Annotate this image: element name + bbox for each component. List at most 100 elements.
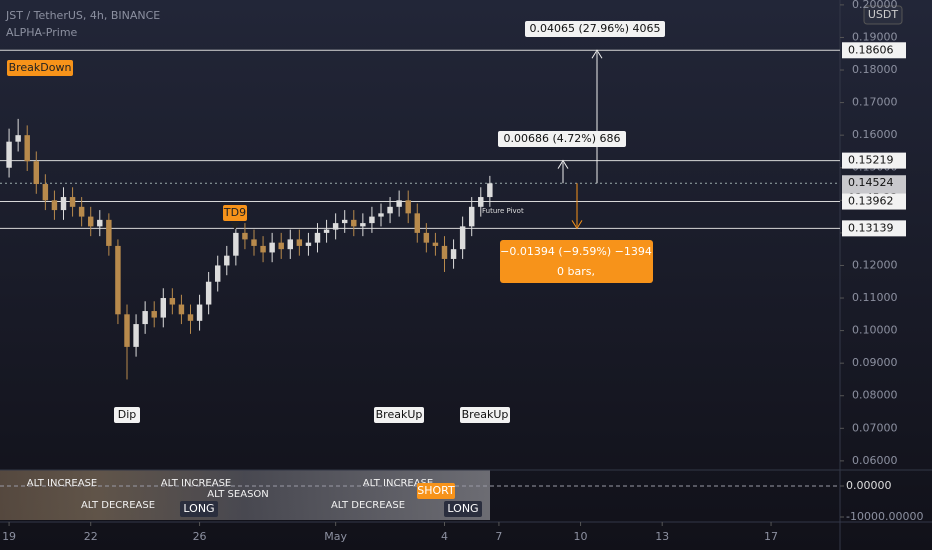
candle-body xyxy=(214,265,221,282)
candle-body xyxy=(87,216,94,227)
level-label: 0.15219 xyxy=(848,154,894,167)
level-label-box xyxy=(842,220,906,237)
y-tick-label: 0.09000 xyxy=(852,356,898,369)
candle-body xyxy=(450,249,457,259)
indicator-label: ALT INCREASE xyxy=(363,478,434,489)
candle-body xyxy=(432,242,439,246)
dip-label-box xyxy=(114,407,140,423)
indicator-tick-label: -10000.00000 xyxy=(846,510,923,523)
dip-label: Dip xyxy=(118,408,137,421)
candle-body xyxy=(396,200,402,207)
breakup-label-box xyxy=(460,407,510,423)
candle-body xyxy=(260,245,266,253)
x-tick-label: 17 xyxy=(764,530,778,543)
candle-body xyxy=(151,311,157,318)
candle-body xyxy=(6,141,12,168)
y-tick-label: 0.18000 xyxy=(852,63,898,76)
td9-arrow xyxy=(230,222,240,230)
candle-body xyxy=(133,324,139,347)
x-tick-label: 10 xyxy=(574,530,588,543)
x-tick-label: 13 xyxy=(655,530,669,543)
signal-label-box xyxy=(444,501,482,517)
level-label: 0.13962 xyxy=(848,195,894,208)
candle-body xyxy=(24,135,30,162)
measure-down-box xyxy=(500,240,653,283)
x-tick-label: 26 xyxy=(193,530,207,543)
candle-body xyxy=(341,219,348,224)
breakdown-label-box xyxy=(7,60,73,76)
candle-body xyxy=(187,314,194,321)
candle-body xyxy=(33,161,40,185)
indicator-label: ALT SEASON xyxy=(207,489,269,500)
x-tick-label: 4 xyxy=(441,530,448,543)
signal-label: SHORT xyxy=(417,484,455,497)
candle-body xyxy=(296,239,303,246)
measure-down: −0.01394 (−9.59%) −1394 xyxy=(500,245,652,258)
y-tick-label: 0.19000 xyxy=(852,30,898,43)
candle-body xyxy=(42,184,49,201)
indicator-label: ALT INCREASE xyxy=(27,478,98,489)
breakup-label: BreakUp xyxy=(462,408,509,421)
y-tick-label: 0.06000 xyxy=(852,454,898,467)
candle-body xyxy=(178,304,185,315)
arrow-head xyxy=(557,159,569,169)
x-tick-label: 7 xyxy=(495,530,502,543)
measure-up-far: 0.04065 (27.96%) 4065 xyxy=(529,22,660,35)
candle-body xyxy=(251,239,257,246)
future-pivot: Future Pivot xyxy=(482,207,524,215)
y-tick-label: 0.08000 xyxy=(852,389,898,402)
candle-body xyxy=(468,206,475,227)
x-tick-label: 19 xyxy=(2,530,16,543)
indicator-tick-label: 0.00000 xyxy=(846,479,892,492)
signal-label-box xyxy=(180,501,218,517)
currency-button[interactable] xyxy=(863,5,903,25)
candle-body xyxy=(160,298,167,318)
indicator-area xyxy=(0,470,490,520)
candle-body xyxy=(124,314,130,347)
measure-up-near-box xyxy=(498,131,626,147)
candle-body xyxy=(378,213,384,217)
candle-body xyxy=(269,242,275,253)
candle-body xyxy=(15,135,21,142)
measure-up-far-box xyxy=(525,21,665,37)
signal-label: LONG xyxy=(183,502,214,515)
currency[interactable]: USDT xyxy=(868,8,899,21)
breakup-label: BreakUp xyxy=(376,408,423,421)
candle-body xyxy=(196,304,203,321)
y-tick-label: 0.17000 xyxy=(852,96,898,109)
indicator-label: ALT DECREASE xyxy=(81,500,155,511)
candle-body xyxy=(487,183,493,198)
candle-body xyxy=(233,232,239,256)
candle-body xyxy=(459,226,466,250)
candle-body xyxy=(314,232,321,243)
candle-body xyxy=(323,229,330,233)
indicator-name: ALPHA-Prime xyxy=(6,26,78,39)
candle-body xyxy=(69,197,76,207)
candle-body xyxy=(142,311,148,325)
level-label-box xyxy=(842,193,906,210)
candle-body xyxy=(169,298,176,305)
candle-body xyxy=(405,200,411,214)
candle-body xyxy=(441,245,448,259)
candle-body xyxy=(478,197,484,207)
indicator-label: ALT DECREASE xyxy=(331,500,405,511)
candle-body xyxy=(351,219,357,227)
level-label-box xyxy=(842,42,906,59)
x-tick-label: 22 xyxy=(84,530,98,543)
candle-body xyxy=(78,206,85,217)
breakup-label-box xyxy=(374,407,424,423)
measure-up-near: 0.00686 (4.72%) 686 xyxy=(503,132,620,145)
arrow-head xyxy=(571,220,583,230)
candle-body xyxy=(360,223,366,227)
level-label-box xyxy=(842,152,906,169)
candle-body xyxy=(115,245,121,315)
candle-body xyxy=(242,232,248,240)
y-tick-label: 0.20000 xyxy=(852,0,898,11)
candle-body xyxy=(205,281,212,305)
y-tick-label: 0.11000 xyxy=(852,291,898,304)
candle-body xyxy=(387,206,393,214)
candle-body xyxy=(97,219,103,227)
candle-body xyxy=(369,216,375,224)
y-tick-label: 0.10000 xyxy=(852,324,898,337)
